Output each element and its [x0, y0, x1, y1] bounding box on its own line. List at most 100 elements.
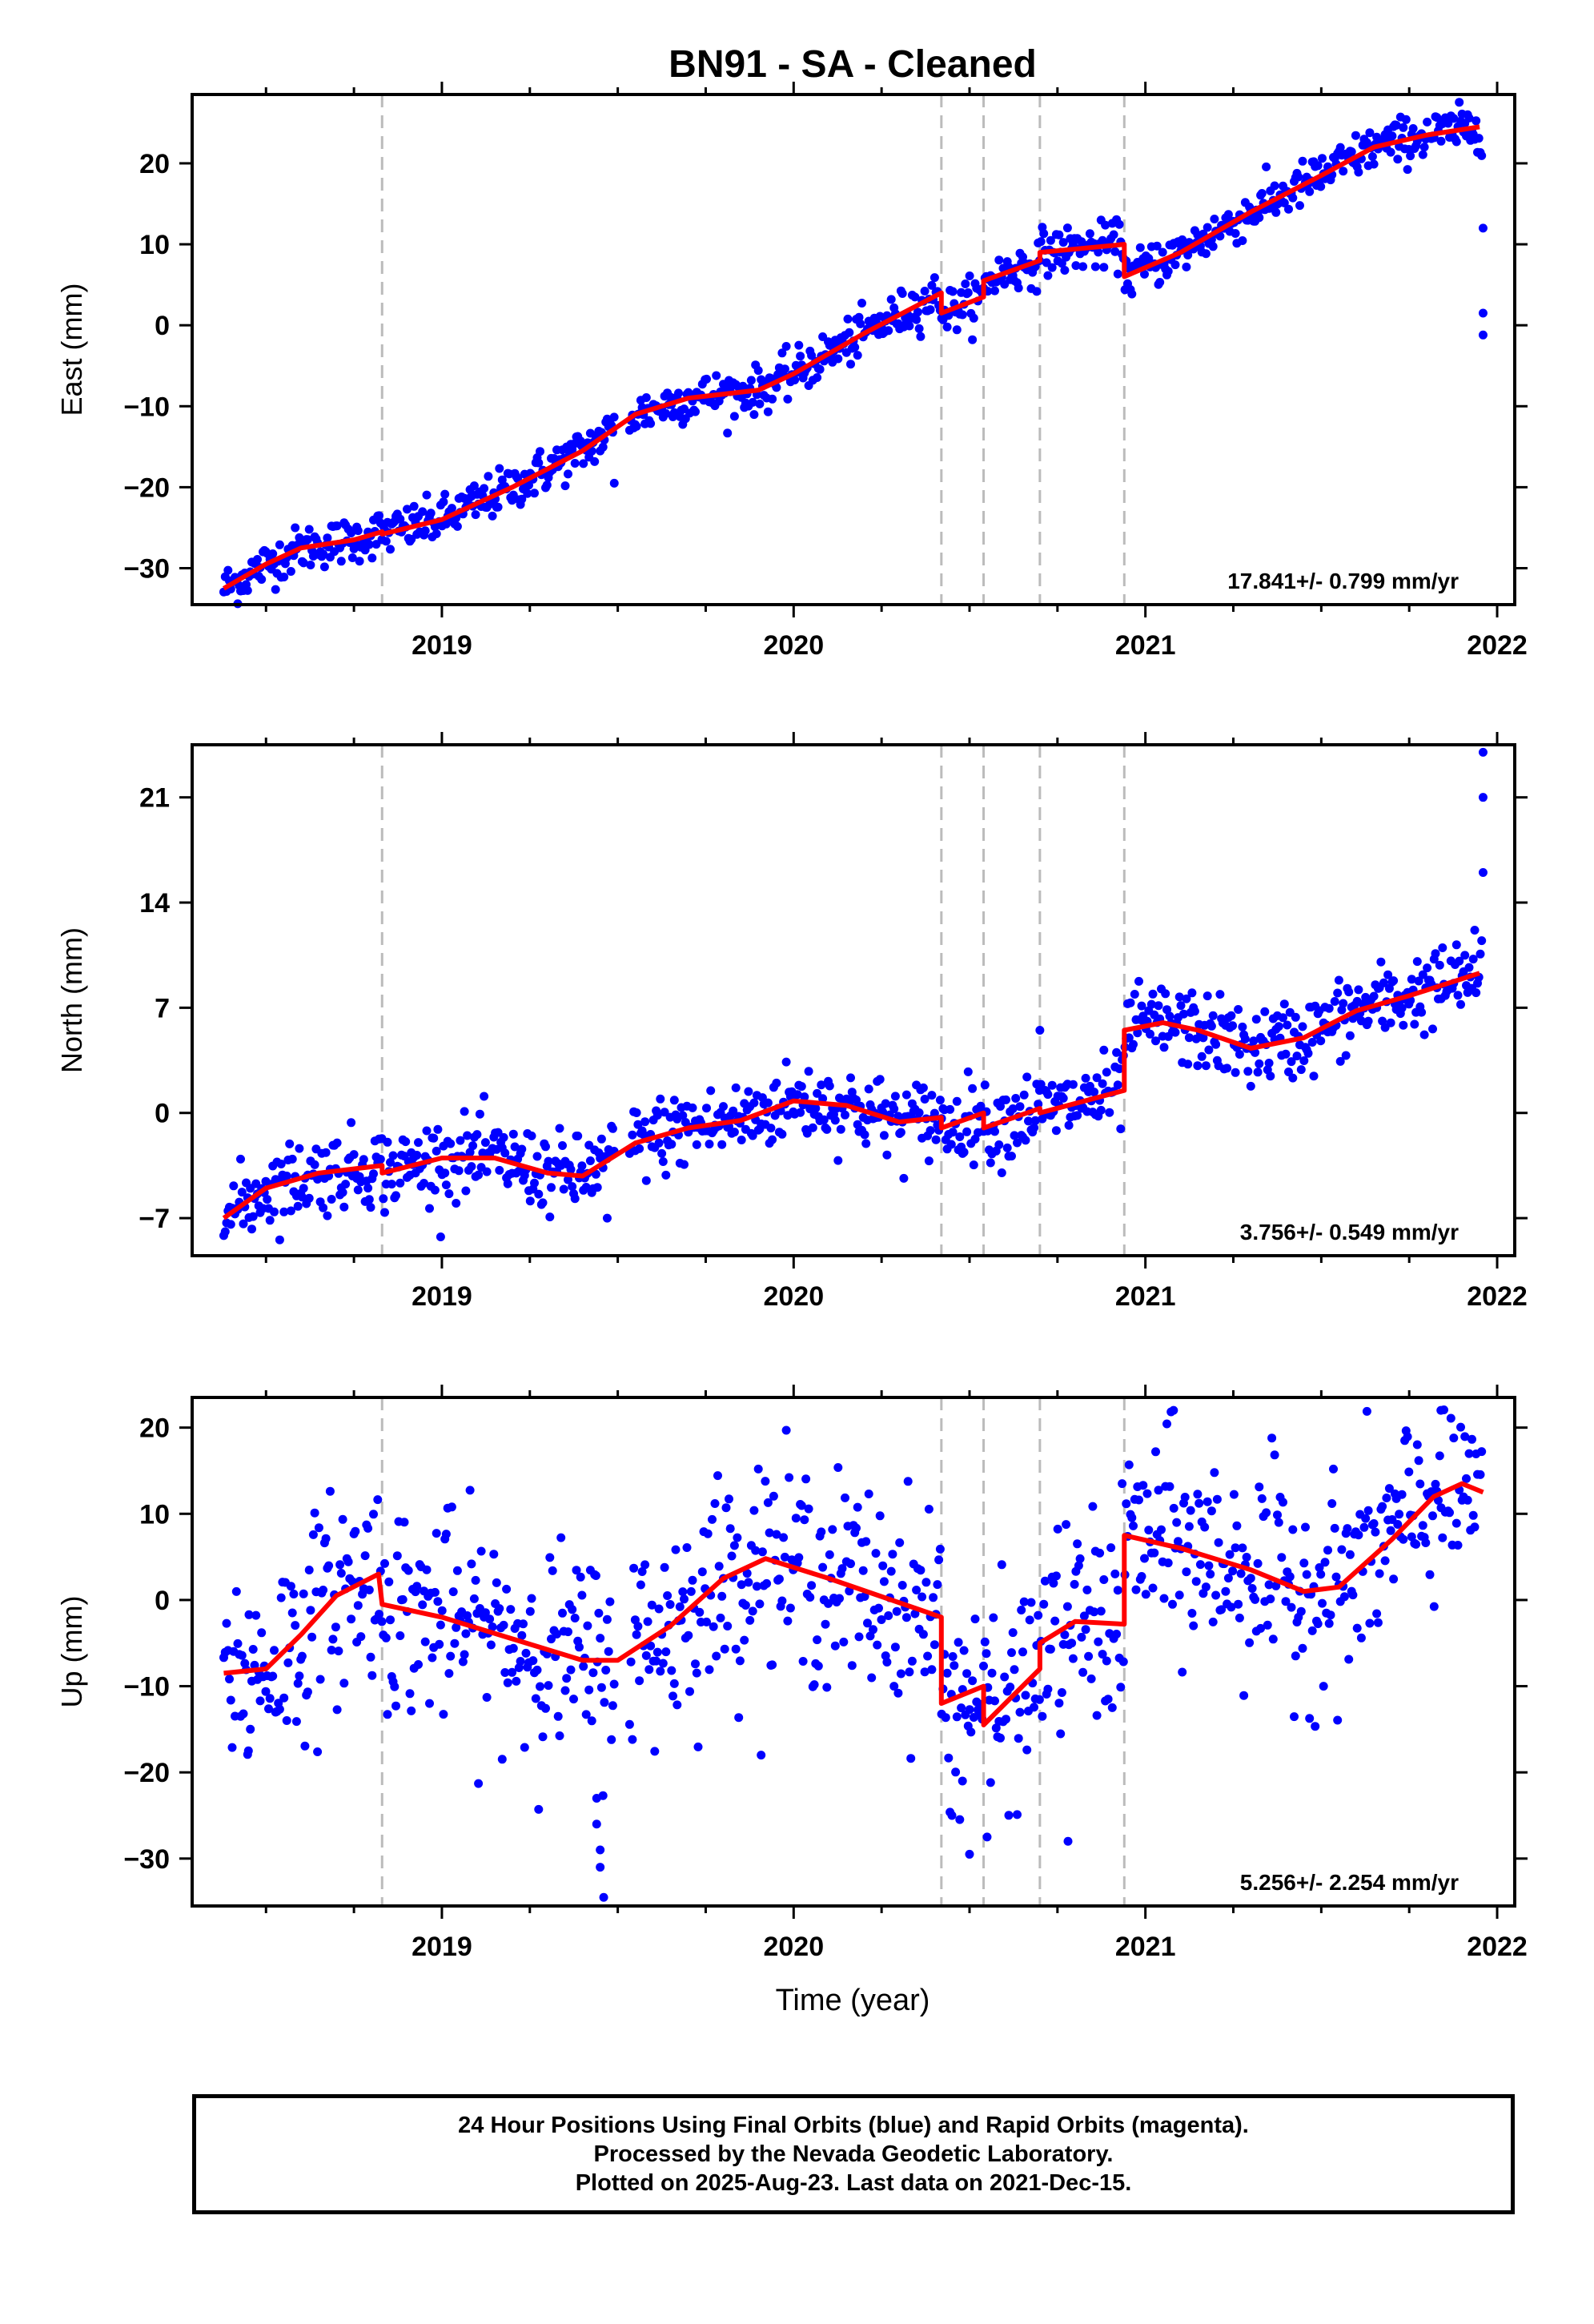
data-point: [446, 1139, 456, 1148]
data-point: [897, 289, 907, 298]
data-point: [1478, 330, 1488, 340]
data-point: [555, 1124, 564, 1133]
data-point: [325, 1486, 335, 1496]
data-point: [1431, 1479, 1440, 1489]
data-point: [990, 1127, 999, 1136]
plot-frame: [191, 1396, 1516, 1908]
data-point: [321, 1534, 331, 1543]
data-point: [749, 410, 759, 420]
data-point: [1245, 1638, 1255, 1647]
data-point: [279, 573, 289, 581]
data-point: [1046, 235, 1055, 245]
data-point: [768, 394, 777, 404]
data-point: [958, 1776, 967, 1786]
data-point: [797, 1082, 806, 1092]
data-point: [824, 1598, 833, 1608]
data-point: [338, 1514, 347, 1524]
data-point: [737, 1136, 746, 1144]
data-point: [380, 1208, 389, 1217]
data-point: [1453, 991, 1463, 1000]
data-point: [1098, 1650, 1107, 1659]
data-point: [319, 562, 329, 572]
footer-line-2: Processed by the Nevada Geodetic Laborat…: [593, 2141, 1114, 2167]
data-point: [428, 1653, 437, 1663]
data-point: [1169, 1503, 1178, 1513]
data-point: [289, 1590, 299, 1598]
data-point: [712, 1651, 721, 1661]
data-point: [604, 1647, 613, 1656]
data-point: [924, 1505, 934, 1514]
data-point: [430, 1185, 440, 1195]
data-point: [1079, 1611, 1089, 1621]
data-point: [781, 1057, 791, 1067]
data-point: [430, 1587, 440, 1597]
x-tick-label: 2021: [1115, 1932, 1176, 1962]
data-point: [268, 549, 278, 558]
data-point: [1234, 1005, 1243, 1014]
data-point: [313, 1747, 323, 1756]
data-point: [802, 1128, 812, 1138]
data-point: [1414, 976, 1423, 986]
data-point: [579, 1662, 588, 1671]
data-point: [433, 1124, 443, 1134]
data-point: [553, 1711, 563, 1721]
data-point: [929, 273, 939, 283]
data-point: [418, 507, 428, 517]
data-point: [364, 1195, 374, 1204]
data-point: [283, 1658, 293, 1667]
data-point: [729, 412, 739, 421]
data-point: [439, 497, 448, 507]
data-point: [596, 1634, 605, 1643]
data-point: [1295, 201, 1304, 211]
footer-line-1: 24 Hour Positions Using Final Orbits (bl…: [458, 2113, 1249, 2138]
data-point: [863, 1618, 872, 1628]
data-point: [675, 1602, 685, 1611]
x-tick-label: 2022: [1467, 630, 1528, 661]
data-point: [1406, 151, 1415, 161]
data-point: [1019, 1597, 1029, 1606]
data-point: [1235, 1613, 1244, 1622]
data-point: [1303, 1048, 1313, 1058]
data-point: [231, 1586, 241, 1596]
data-point: [1315, 1563, 1324, 1572]
data-point: [890, 1642, 900, 1652]
data-point: [608, 1701, 617, 1711]
data-point: [471, 1575, 480, 1585]
footer-line-3: Plotted on 2025-Aug-23. Last data on 202…: [575, 2170, 1132, 2196]
data-point: [889, 1682, 899, 1691]
data-point: [447, 1502, 456, 1512]
data-point: [353, 1601, 363, 1610]
data-point: [950, 1661, 959, 1671]
data-point: [1412, 1440, 1422, 1449]
data-point: [441, 1180, 451, 1190]
data-point: [879, 1577, 889, 1586]
data-point: [222, 1618, 231, 1628]
data-point: [472, 1130, 482, 1140]
data-point: [476, 1546, 486, 1556]
data-point: [1238, 236, 1247, 245]
data-point: [861, 1537, 871, 1546]
data-point: [1267, 1433, 1277, 1443]
data-point: [965, 1849, 974, 1859]
data-point: [439, 1710, 448, 1719]
data-point: [471, 510, 480, 520]
data-point: [1335, 143, 1345, 152]
data-point: [765, 1528, 774, 1538]
data-point: [1113, 1080, 1122, 1090]
data-point: [714, 1562, 724, 1571]
data-point: [381, 537, 391, 546]
data-point: [293, 1679, 303, 1688]
data-point: [1363, 1016, 1373, 1026]
data-point: [1372, 1609, 1382, 1618]
data-point: [1462, 1474, 1471, 1483]
data-point: [929, 1108, 939, 1118]
data-point: [1431, 949, 1440, 959]
data-point: [355, 557, 364, 566]
data-point: [588, 1668, 598, 1678]
data-point: [997, 1168, 1006, 1177]
data-point: [323, 1211, 332, 1220]
data-point: [482, 1167, 492, 1176]
data-point: [364, 540, 374, 549]
data-point: [584, 1685, 594, 1695]
